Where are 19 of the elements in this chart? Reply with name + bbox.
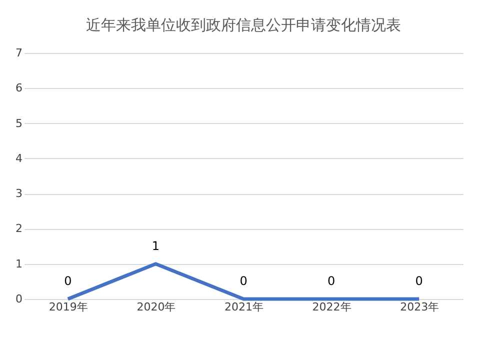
data-label: 0	[415, 274, 423, 288]
y-tick-label: 7	[16, 46, 22, 60]
data-label: 0	[327, 274, 336, 288]
y-tick-label: 6	[16, 82, 22, 95]
x-tick-label: 2021年	[224, 300, 264, 314]
x-tick-label: 2020年	[136, 300, 176, 314]
x-tick-label: 2023年	[400, 300, 440, 314]
x-tick-label: 2019年	[48, 300, 88, 314]
y-tick-label: 2	[16, 222, 22, 236]
data-label: 1	[152, 238, 160, 253]
y-tick-label: 3	[16, 187, 22, 200]
x-tick-label: 2022年	[312, 300, 352, 314]
y-tick-label: 1	[16, 257, 22, 270]
y-tick-label: 5	[16, 116, 22, 130]
y-tick-label: 4	[16, 152, 22, 165]
chart-title: 近年来我单位收到政府信息公开申请变化情况表	[86, 16, 401, 34]
y-tick-label: 0	[16, 292, 22, 306]
data-label: 0	[240, 274, 248, 288]
data-label: 0	[64, 274, 72, 288]
